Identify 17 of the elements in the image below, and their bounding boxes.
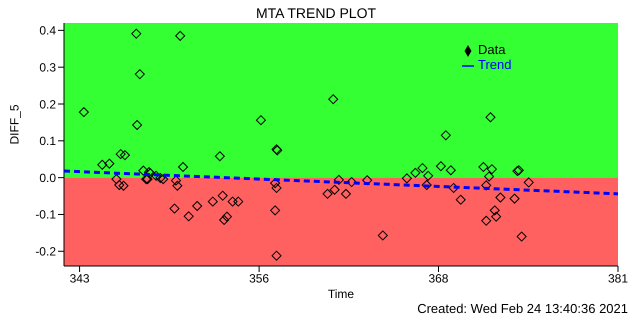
- y-axis-title: DIFF_5: [7, 104, 22, 144]
- x-tick-label: 343: [70, 272, 90, 286]
- y-tick-label: 0.1: [39, 134, 56, 148]
- legend-label: Trend: [478, 57, 512, 72]
- y-tick-label: 0.2: [39, 97, 56, 112]
- x-tick-label: 381: [608, 272, 628, 286]
- y-tick-label: 0.4: [39, 24, 56, 38]
- text: Created: Wed Feb 24 13:40:36 2021: [417, 301, 628, 316]
- y-tick-label: 0.0: [39, 170, 56, 185]
- y-tick-label: 0.3: [39, 60, 56, 74]
- y-tick-label: -0.1: [35, 208, 56, 222]
- chart-title: MTA TREND PLOT: [256, 5, 376, 21]
- y-tick-label: -0.2: [35, 244, 56, 259]
- x-axis-title: Time: [328, 287, 354, 301]
- legend-label: Data: [478, 42, 506, 57]
- x-tick-label: 368: [428, 272, 449, 286]
- x-tick-label: 356: [249, 272, 270, 286]
